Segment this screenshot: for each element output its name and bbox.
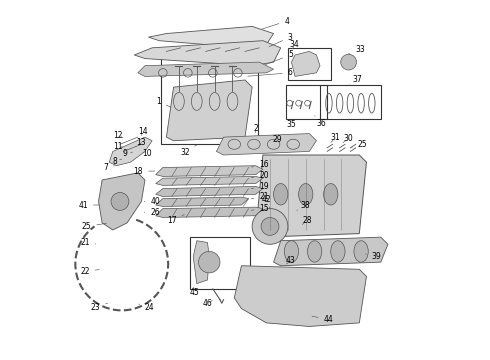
Polygon shape (167, 80, 252, 141)
Polygon shape (193, 241, 209, 284)
Text: 21: 21 (251, 192, 269, 201)
Text: 19: 19 (251, 182, 269, 191)
Text: 39: 39 (366, 252, 382, 261)
Text: 12: 12 (114, 131, 123, 140)
Text: 30: 30 (343, 134, 353, 143)
Polygon shape (156, 186, 263, 197)
Text: 42: 42 (262, 195, 271, 208)
Text: 46: 46 (203, 300, 212, 309)
Bar (190, 237, 250, 289)
Text: 32: 32 (180, 145, 197, 157)
Circle shape (252, 208, 288, 244)
Polygon shape (156, 207, 263, 217)
Polygon shape (156, 197, 248, 206)
Bar (320, 85, 381, 119)
Text: 31: 31 (331, 133, 341, 142)
Text: 2: 2 (253, 124, 258, 133)
Ellipse shape (273, 184, 288, 205)
Text: 28: 28 (302, 216, 312, 225)
Polygon shape (98, 173, 145, 230)
Ellipse shape (308, 241, 322, 262)
Text: 35: 35 (287, 120, 296, 129)
Text: 17: 17 (167, 215, 184, 225)
Text: 4: 4 (262, 17, 289, 29)
Text: 5: 5 (266, 50, 293, 65)
Bar (286, 85, 327, 119)
Polygon shape (217, 134, 317, 155)
Text: 34: 34 (290, 40, 299, 49)
Text: 18: 18 (134, 167, 155, 176)
Text: 21: 21 (80, 238, 96, 247)
Text: 11: 11 (114, 141, 123, 150)
Polygon shape (138, 62, 273, 76)
Circle shape (198, 251, 220, 273)
Text: 9: 9 (123, 149, 132, 158)
Text: 20: 20 (251, 171, 269, 180)
Polygon shape (292, 51, 320, 76)
Circle shape (341, 54, 356, 70)
Text: 33: 33 (348, 45, 365, 54)
Circle shape (261, 217, 279, 235)
Text: 43: 43 (286, 256, 296, 265)
Text: 26: 26 (144, 208, 160, 217)
Text: 38: 38 (297, 201, 310, 210)
Text: 25: 25 (351, 140, 367, 149)
Ellipse shape (284, 241, 298, 262)
Ellipse shape (354, 241, 368, 262)
Text: 29: 29 (273, 135, 288, 146)
Polygon shape (273, 237, 388, 266)
Text: 24: 24 (139, 303, 155, 312)
Text: 44: 44 (312, 315, 333, 324)
Text: 15: 15 (251, 204, 269, 213)
Text: 13: 13 (137, 138, 146, 147)
Text: 7: 7 (103, 163, 115, 172)
Text: 36: 36 (315, 116, 326, 128)
Text: 45: 45 (190, 287, 199, 297)
Bar (288, 48, 331, 80)
Ellipse shape (298, 184, 313, 205)
Text: 6: 6 (248, 68, 293, 77)
Text: 1: 1 (156, 97, 171, 107)
Text: 40: 40 (144, 197, 160, 206)
Text: 23: 23 (91, 303, 107, 312)
Text: 25: 25 (82, 222, 106, 231)
Polygon shape (234, 266, 367, 327)
Polygon shape (148, 26, 273, 48)
Text: 3: 3 (269, 33, 293, 47)
Ellipse shape (323, 184, 338, 205)
Text: 8: 8 (112, 157, 122, 166)
Polygon shape (156, 166, 263, 176)
Text: 14: 14 (138, 127, 148, 136)
Polygon shape (134, 41, 281, 66)
Polygon shape (156, 176, 263, 185)
Text: 22: 22 (80, 267, 99, 276)
Ellipse shape (331, 241, 345, 262)
Polygon shape (256, 155, 367, 237)
Bar (161, 55, 258, 144)
Text: 41: 41 (78, 201, 99, 210)
Circle shape (111, 193, 129, 210)
Text: 37: 37 (348, 76, 362, 85)
Polygon shape (109, 137, 152, 166)
Text: 10: 10 (142, 149, 151, 158)
Text: 16: 16 (251, 161, 269, 170)
